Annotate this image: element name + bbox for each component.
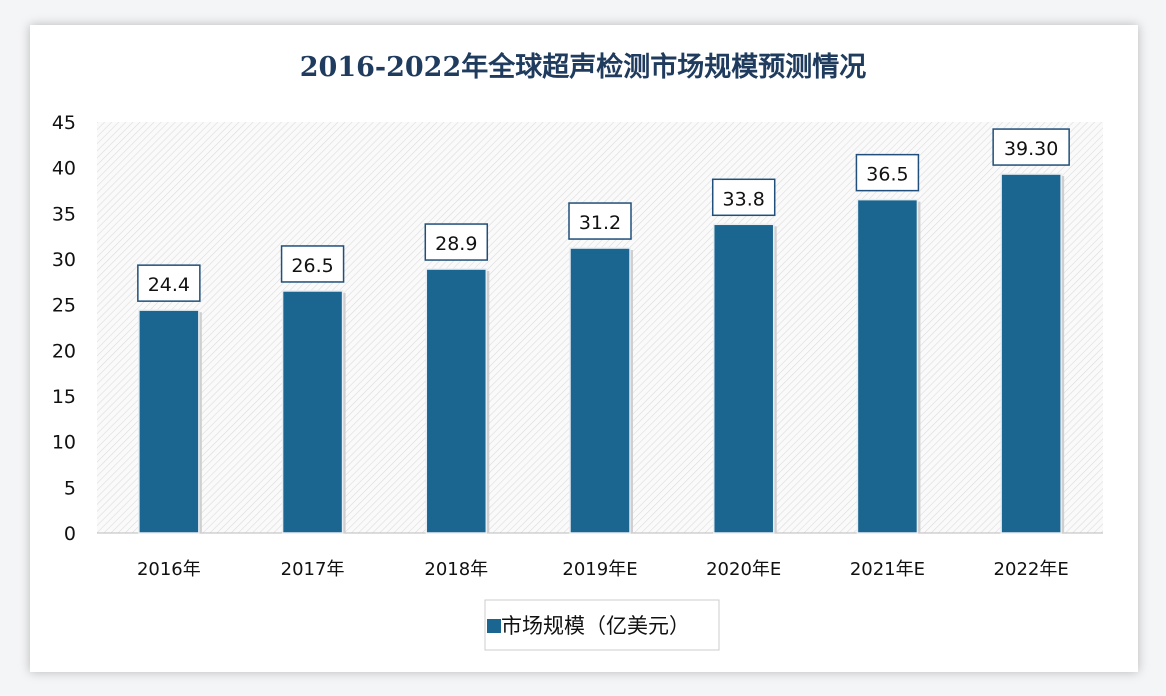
bar (856, 198, 919, 534)
y-tick-label: 5 (64, 477, 76, 499)
bar (569, 247, 631, 534)
x-tick-label: 2017年 (281, 559, 345, 580)
data-label-box (568, 202, 632, 240)
data-label-box (280, 245, 345, 283)
data-label: 24.4 (148, 274, 190, 296)
legend-swatch (487, 619, 501, 633)
y-tick-label: 40 (52, 158, 76, 180)
data-label: 36.5 (866, 164, 908, 186)
y-tick-label: 35 (52, 203, 76, 225)
data-label-box (424, 223, 489, 261)
data-label-box (992, 128, 1070, 166)
x-tick-label: 2018年 (424, 559, 488, 580)
legend: 市场规模（亿美元） (484, 599, 720, 651)
data-label-box (855, 153, 920, 192)
y-tick-label: 15 (52, 386, 76, 408)
data-label-box (711, 178, 776, 217)
bar (1000, 173, 1062, 534)
bar (712, 223, 775, 534)
bar (138, 309, 200, 534)
y-tick-label: 25 (52, 295, 76, 317)
y-tick-label: 0 (64, 523, 76, 545)
data-label: 33.8 (723, 188, 765, 210)
x-tick-label: 2020年E (706, 559, 781, 580)
data-label: 39.30 (1004, 138, 1058, 160)
chart-title: 2016-2022年全球超声检测市场规模预测情况 (300, 51, 867, 83)
y-tick-label: 45 (52, 112, 76, 134)
x-tick-label: 2019年E (562, 559, 637, 580)
y-tick-label: 10 (52, 432, 76, 454)
x-tick-label: 2021年E (850, 559, 925, 580)
x-tick-label: 2016年 (137, 559, 201, 580)
legend-label: 市场规模（亿美元） (501, 614, 690, 638)
data-label: 28.9 (435, 233, 477, 255)
bar (425, 268, 488, 534)
x-tick-label: 2022年E (994, 559, 1069, 580)
bar (281, 290, 344, 534)
y-tick-label: 20 (52, 340, 76, 362)
y-tick-label: 30 (52, 249, 76, 271)
data-label-box (137, 264, 201, 302)
data-label: 26.5 (291, 255, 333, 277)
legend-box (484, 599, 720, 651)
data-label: 31.2 (579, 212, 621, 234)
